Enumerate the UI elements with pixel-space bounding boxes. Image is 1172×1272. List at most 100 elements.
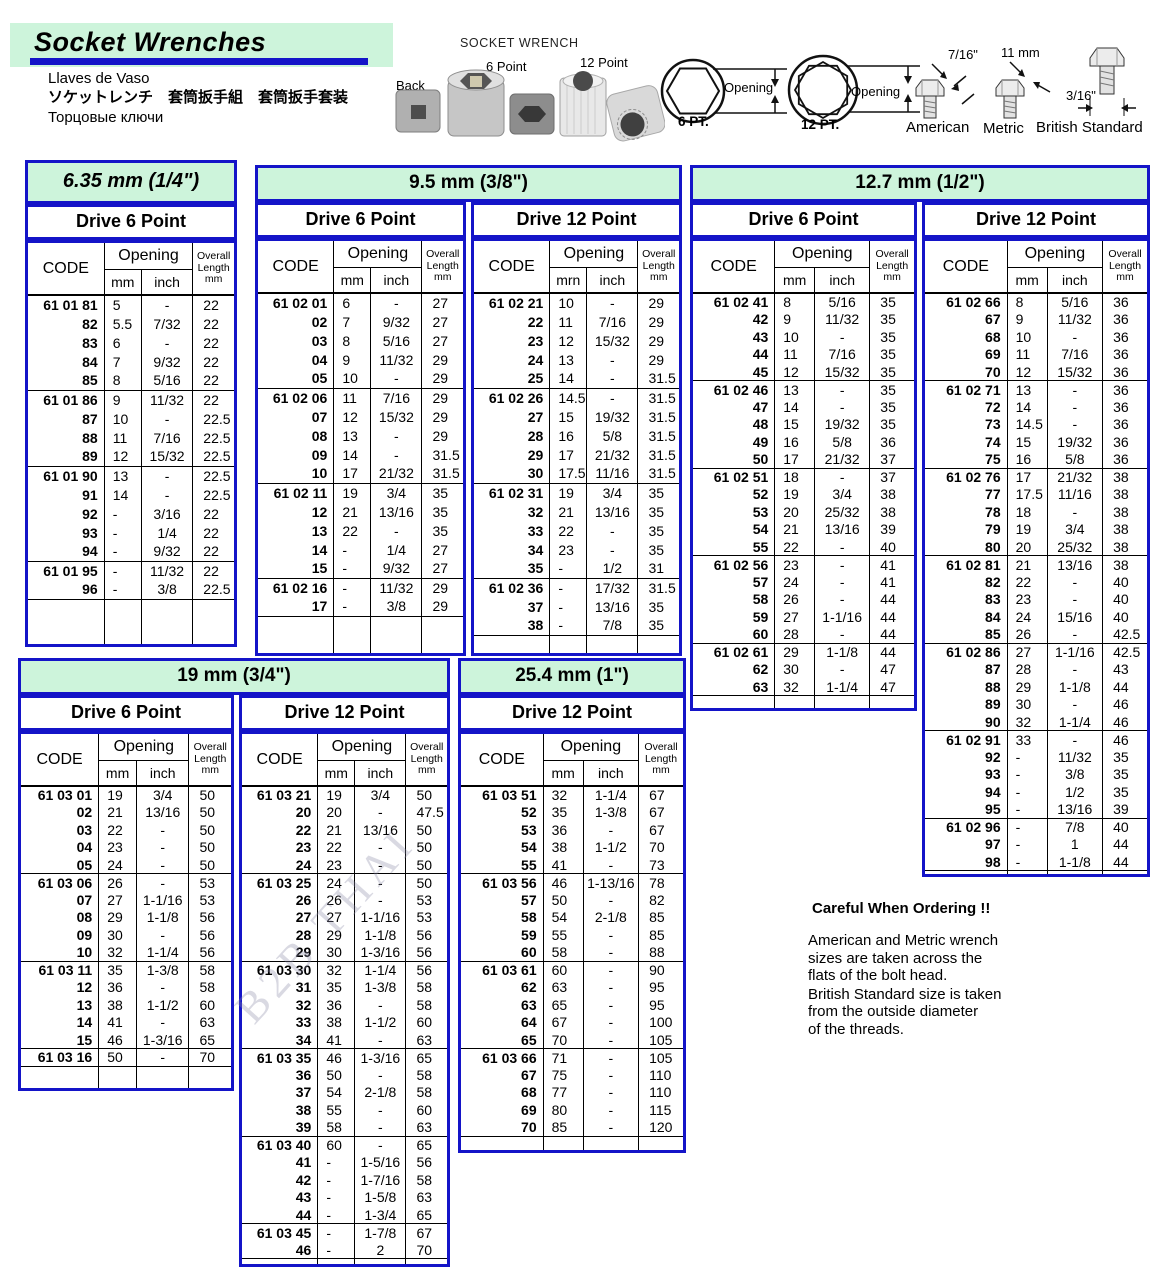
code-cell: 05 bbox=[258, 369, 335, 388]
opening-inch-cell: - bbox=[583, 1031, 640, 1049]
col-header-opening: Opening bbox=[98, 734, 189, 761]
page-subtitles: Llaves de Vaso ソケットレンチ 套筒扳手組 套筒扳手套装 Торц… bbox=[48, 70, 348, 127]
opening-inch-cell: - bbox=[586, 350, 639, 369]
opening-inch-cell: - bbox=[354, 873, 407, 891]
table-row: 95-13/16 39 bbox=[925, 800, 1147, 818]
empty-cell bbox=[317, 1258, 356, 1264]
table-6point35mm: 6.35 mm (1/4") Drive 6 Point CODE Opening… bbox=[25, 160, 237, 647]
code-cell: 62 bbox=[693, 660, 776, 678]
opening-inch-cell: 25/32 bbox=[814, 503, 871, 521]
opening-inch-cell: - bbox=[1047, 398, 1104, 416]
overall-length-cell: 36 bbox=[1113, 451, 1129, 467]
code-cell: 68 bbox=[461, 1083, 544, 1101]
code-cell: 61 03 56 bbox=[461, 873, 544, 891]
opening-mm-cell: 17 bbox=[774, 450, 816, 468]
opening-inch-cell: 11/16 bbox=[1047, 485, 1104, 503]
col-header-code: CODE bbox=[258, 241, 335, 294]
british-label: British Standard bbox=[1036, 119, 1143, 136]
opening-mm-cell: 36 bbox=[317, 996, 356, 1014]
code-cell: 30 bbox=[474, 464, 551, 483]
overall-length-cell: 22.5 bbox=[203, 448, 231, 465]
opening-inch-cell: 11/32 bbox=[370, 350, 423, 369]
overall-length-cell: 63 bbox=[416, 1031, 433, 1048]
overall-length-cell: 27 bbox=[432, 541, 449, 558]
opening-mm-cell: - bbox=[1007, 817, 1048, 836]
empty-cell bbox=[586, 634, 639, 653]
opening-inch-cell: - bbox=[136, 926, 190, 944]
code-cell: 88 bbox=[28, 428, 105, 447]
overall-length-cell: 22 bbox=[203, 353, 219, 370]
opening-inch-cell: 1-1/4 bbox=[136, 943, 190, 961]
empty-cell bbox=[421, 615, 463, 653]
code-cell: 34 bbox=[242, 1031, 319, 1049]
overall-length-cell: 35 bbox=[648, 617, 665, 634]
opening-mm-cell: 22 bbox=[333, 521, 372, 540]
code-cell: 41 bbox=[242, 1153, 319, 1171]
table-row: 14 41-63 bbox=[21, 1013, 231, 1031]
spec-table-body: CODE Opening Overall Length mm mm inch 61 02 41… bbox=[690, 238, 917, 711]
opening-mm-cell: 11 bbox=[549, 312, 588, 331]
opening-inch-cell: - bbox=[586, 521, 639, 540]
overall-length-cell: 31.5 bbox=[637, 387, 679, 407]
table-row: 28 29 1-1/8 56 bbox=[242, 926, 447, 944]
opening-mm-cell: 27 bbox=[774, 608, 816, 626]
opening-mm-cell: 10 bbox=[333, 369, 372, 388]
opening-inch-cell: 1/2 bbox=[586, 559, 639, 578]
opening-mm-cell: 35 bbox=[317, 978, 356, 996]
overall-length-cell: 50 bbox=[199, 804, 216, 821]
opening-inch-cell: - bbox=[136, 838, 190, 856]
code-cell: 97 bbox=[925, 835, 1008, 853]
empty-cell bbox=[188, 1065, 231, 1088]
code-cell: 24 bbox=[242, 856, 319, 874]
col-header-overall-length: Overall Length mm bbox=[637, 241, 679, 294]
overall-length-cell: 35 bbox=[880, 294, 896, 311]
opening-mm-cell: 16 bbox=[549, 426, 588, 445]
overall-length-cell: 58 bbox=[416, 979, 433, 996]
overall-length-cell: 46 bbox=[1113, 696, 1129, 713]
opening-mm-cell: 17 bbox=[1007, 467, 1048, 486]
table-row: 03 8 5/16 27 bbox=[258, 331, 463, 350]
opening-mm-cell: 12 bbox=[333, 407, 372, 426]
table-row: 38-7/8 35 bbox=[474, 616, 679, 635]
opening-mm-cell: 13 bbox=[333, 426, 372, 445]
code-cell: 50 bbox=[693, 450, 776, 468]
opening-mm-cell: - bbox=[104, 560, 142, 580]
col-header-code: CODE bbox=[925, 241, 1008, 294]
table-row: 10 17 21/32 31.5 bbox=[258, 464, 463, 483]
title-underline bbox=[30, 58, 368, 65]
empty-cell bbox=[637, 634, 679, 653]
overall-length-cell: 44 bbox=[1113, 853, 1129, 870]
opening-inch-cell: - bbox=[354, 838, 407, 856]
spec-table: CODE Opening Overall Length mm mm inch 61 03 51… bbox=[461, 734, 683, 1150]
opening-mm-cell: - bbox=[317, 1241, 356, 1259]
subtitle-cjk: ソケットレンチ 套筒扳手組 套筒扳手套装 bbox=[48, 89, 349, 106]
opening-inch-cell: - bbox=[354, 1031, 407, 1049]
table-row: 37-13/16 35 bbox=[474, 597, 679, 616]
table-row: 31 35 1-3/8 58 bbox=[242, 978, 447, 996]
opening-inch-cell: 1 bbox=[1047, 835, 1104, 853]
overall-length-cell: 115 bbox=[649, 1101, 672, 1118]
overall-length-cell: 82 bbox=[649, 891, 665, 908]
table-12point7mm: 12.7 mm (1/2") Drive 6 Point CODE Opening… bbox=[690, 165, 1150, 877]
code-cell: 61 02 46 bbox=[693, 380, 776, 398]
opening-inch-cell: - bbox=[583, 1083, 640, 1101]
opening-inch-cell: 15/32 bbox=[370, 407, 423, 426]
overall-length-cell: 22 bbox=[192, 389, 234, 409]
empty-cell bbox=[354, 1258, 407, 1264]
opening-mm-cell: 28 bbox=[774, 625, 816, 643]
overall-length-cell: 38 bbox=[1113, 486, 1129, 503]
opening-inch-cell: - bbox=[354, 803, 407, 821]
col-header-opening: Opening bbox=[549, 241, 638, 268]
code-cell: 94 bbox=[28, 542, 105, 561]
table-row: 08 13-29 bbox=[258, 426, 463, 445]
opening-inch-cell: - bbox=[814, 555, 871, 573]
overall-length-cell: 43 bbox=[1113, 661, 1129, 678]
code-cell: 67 bbox=[461, 1066, 544, 1084]
code-cell: 09 bbox=[258, 445, 335, 464]
table-row: 15 46 1-3/16 65 bbox=[21, 1031, 231, 1049]
opening-inch-cell: 3/4 bbox=[586, 482, 639, 502]
opening-inch-cell: 3/4 bbox=[136, 786, 190, 804]
empty-cell bbox=[869, 695, 914, 708]
opening-mm-cell: 14 bbox=[549, 369, 588, 388]
code-cell: 70 bbox=[461, 1118, 544, 1136]
